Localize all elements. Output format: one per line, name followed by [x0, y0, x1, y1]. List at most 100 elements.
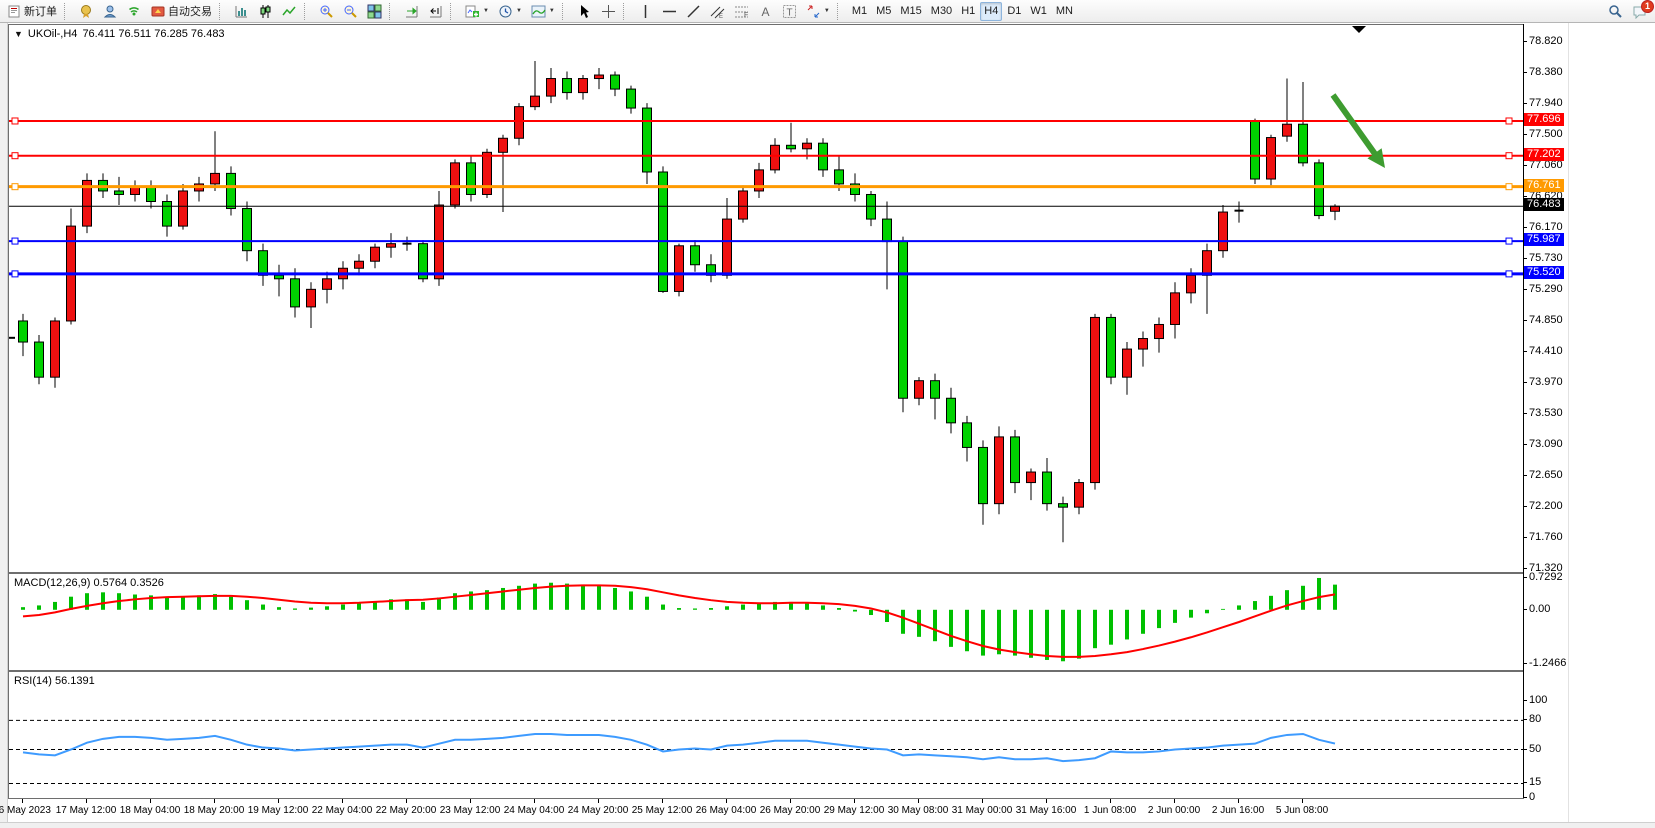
equidistant-channel-icon[interactable]: E	[706, 2, 729, 21]
timeframe-w1-button[interactable]: W1	[1030, 5, 1047, 17]
macd-signal-line	[22, 584, 1336, 658]
tile-windows-icon[interactable]	[363, 2, 386, 21]
line-handle[interactable]	[1505, 270, 1513, 278]
timeframe-m5-button[interactable]: M5	[876, 5, 892, 17]
candle	[530, 60, 540, 111]
rsi-label: RSI(14) 56.1391	[14, 675, 95, 687]
time-axis-label: 1 Jun 08:00	[1083, 805, 1137, 816]
candle	[1234, 201, 1244, 223]
new-order-button[interactable]: 新订单	[3, 2, 61, 21]
line-chart-icon[interactable]	[278, 2, 301, 21]
timeframe-m1-button[interactable]: M1	[851, 5, 868, 17]
candle	[818, 138, 828, 177]
timeframe-m30-button[interactable]: M30	[930, 5, 953, 17]
price-axis-line	[1523, 24, 1524, 798]
line-handle[interactable]	[11, 270, 19, 278]
chart-ohlc-values: 76.411 76.511 76.285 76.483	[82, 28, 225, 40]
chart-shift-icon[interactable]	[424, 2, 447, 21]
line-handle[interactable]	[11, 117, 19, 125]
accounts-icon[interactable]	[99, 2, 122, 21]
candle	[626, 85, 636, 114]
price-tick-label: 71.760	[1523, 531, 1563, 544]
timeframe-h1-button[interactable]: H1	[961, 5, 976, 17]
time-axis-label: 24 May 04:00	[503, 805, 565, 816]
line-handle[interactable]	[11, 152, 19, 160]
vertical-line-icon[interactable]	[634, 2, 657, 21]
timeframe-h4-button[interactable]: H4	[980, 1, 1003, 21]
time-tick	[406, 799, 407, 803]
horizontal-line-object[interactable]	[9, 152, 1523, 160]
line-handle[interactable]	[1505, 183, 1513, 191]
zoom-in-icon[interactable]	[315, 2, 338, 21]
price-tick-label: 50	[1522, 742, 1542, 755]
cursor-icon[interactable]	[573, 2, 596, 21]
line-handle[interactable]	[11, 237, 19, 245]
price-tick-label: 78.380	[1523, 65, 1563, 78]
bar-chart-icon[interactable]	[230, 2, 253, 21]
horizontal-line-object[interactable]	[9, 117, 1523, 125]
trendline-icon[interactable]	[682, 2, 705, 21]
time-axis-label: 26 May 04:00	[695, 805, 757, 816]
signals-icon[interactable]	[123, 2, 146, 21]
candle	[1074, 479, 1084, 515]
line-handle[interactable]	[11, 183, 19, 191]
candle	[1314, 159, 1324, 220]
price-level-badge: 77.202	[1524, 147, 1564, 161]
rsi-plot[interactable]	[9, 672, 1523, 798]
auto-trading-button[interactable]: 自动交易	[147, 2, 216, 21]
line-handle[interactable]	[1505, 152, 1513, 160]
timeframe-d1-button[interactable]: D1	[1007, 5, 1022, 17]
candle	[386, 233, 396, 258]
time-tick	[598, 799, 599, 803]
text-icon[interactable]: A	[754, 2, 777, 21]
candle	[402, 236, 412, 251]
horizontal-line-object[interactable]	[9, 270, 1523, 278]
auto-scroll-icon[interactable]	[400, 2, 423, 21]
chart-title[interactable]: ▼ UKOil-,H4 76.411 76.511 76.285 76.483	[14, 28, 225, 40]
line-handle[interactable]	[1505, 117, 1513, 125]
candle	[1250, 118, 1260, 184]
timeframe-m15-button[interactable]: M15	[900, 5, 922, 17]
candlestick-chart-icon[interactable]	[254, 2, 277, 21]
search-icon[interactable]	[1604, 2, 1627, 21]
rsi-pane[interactable]: RSI(14) 56.1391	[8, 671, 1524, 799]
candle	[1058, 496, 1068, 543]
macd-pane[interactable]: MACD(12,26,9) 0.5764 0.3526	[8, 573, 1524, 671]
symbol-dropdown-icon[interactable]: ▼	[14, 29, 23, 39]
time-axis-label: 24 May 20:00	[567, 805, 629, 816]
time-tick	[1174, 799, 1175, 803]
macd-plot[interactable]	[9, 574, 1523, 670]
templates-icon[interactable]: ▼	[527, 2, 559, 21]
timeframe-mn-button[interactable]: MN	[1055, 5, 1073, 17]
candle	[306, 282, 316, 328]
line-handle[interactable]	[1505, 237, 1513, 245]
chat-icon[interactable]: 1	[1628, 0, 1654, 21]
candle	[1138, 331, 1148, 367]
fibonacci-icon[interactable]: F	[730, 2, 753, 21]
indicators-icon[interactable]: ▼	[461, 2, 493, 21]
price-tick-label: 75.290	[1523, 283, 1563, 296]
time-tick	[726, 799, 727, 803]
time-tick	[662, 799, 663, 803]
horizontal-line-icon[interactable]	[658, 2, 681, 21]
gold-badge-icon[interactable]	[75, 2, 98, 21]
candlestick-plot[interactable]	[9, 25, 1523, 572]
crosshair-icon[interactable]	[597, 2, 620, 21]
text-label-icon[interactable]: T	[778, 2, 801, 21]
price-tick-label: 100	[1522, 694, 1548, 706]
horizontal-line-object[interactable]	[9, 183, 1523, 191]
candle	[898, 236, 908, 413]
zoom-out-icon[interactable]	[339, 2, 362, 21]
horizontal-line-object[interactable]	[9, 237, 1523, 245]
candle	[82, 173, 92, 234]
candle	[146, 180, 156, 209]
periods-icon[interactable]: ▼	[494, 2, 526, 21]
main-chart-pane[interactable]: ▼ UKOil-,H4 76.411 76.511 76.285 76.483	[8, 24, 1524, 573]
candle	[610, 71, 620, 97]
price-tick-label: 15	[1522, 776, 1542, 789]
chart-shift-marker[interactable]	[1352, 26, 1366, 33]
arrows-icon[interactable]: ▼	[802, 2, 834, 21]
price-tick-label: -1.2466	[1522, 657, 1567, 670]
arrow-object[interactable]	[1330, 93, 1385, 168]
